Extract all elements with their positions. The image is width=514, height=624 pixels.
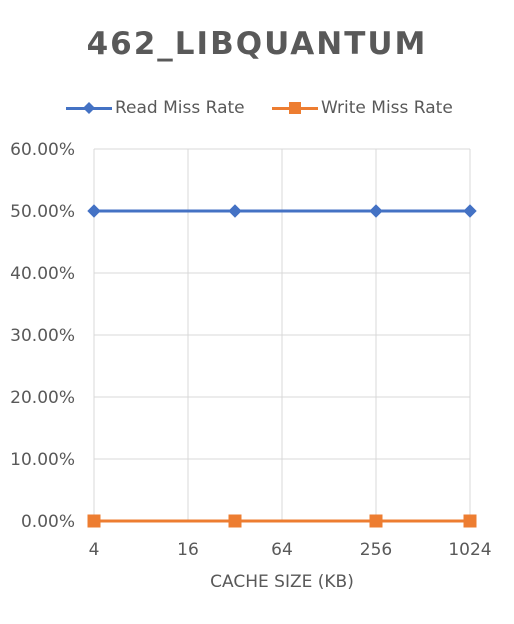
square-marker-icon — [289, 102, 301, 114]
y-tick-label: 0.00% — [21, 512, 75, 532]
x-tick-label: 1024 — [448, 540, 491, 560]
legend: Read Miss Rate Write Miss Rate — [0, 96, 514, 120]
y-tick-label: 50.00% — [10, 202, 75, 222]
data-point-square — [369, 514, 383, 528]
y-tick-label: 20.00% — [10, 388, 75, 408]
x-tick-label: 4 — [89, 540, 100, 560]
legend-swatch-write — [272, 96, 318, 120]
legend-marker-read — [83, 102, 95, 114]
data-point-diamond — [228, 204, 242, 218]
legend-label-read: Read Miss Rate — [115, 98, 245, 118]
legend-swatch-read — [66, 96, 112, 120]
diamond-marker-icon — [83, 102, 95, 114]
legend-marker-write — [289, 102, 301, 114]
data-point-square — [87, 514, 101, 528]
x-tick-label: 16 — [177, 540, 199, 560]
data-point-square — [463, 514, 477, 528]
x-axis-title: CACHE SIZE (KB) — [210, 572, 354, 592]
y-tick-label: 60.00% — [10, 140, 75, 160]
y-tick-label: 40.00% — [10, 264, 75, 284]
legend-item-read: Read Miss Rate — [66, 96, 245, 120]
data-point-square — [228, 514, 242, 528]
legend-label-write: Write Miss Rate — [321, 98, 453, 118]
x-tick-label: 64 — [271, 540, 293, 560]
data-point-diamond — [87, 204, 101, 218]
legend-item-write: Write Miss Rate — [272, 96, 453, 120]
y-tick-label: 10.00% — [10, 450, 75, 470]
data-point-diamond — [463, 204, 477, 218]
chart-title: 462_LIBQUANTUM — [86, 26, 428, 62]
x-tick-label: 256 — [360, 540, 392, 560]
data-point-diamond — [369, 204, 383, 218]
y-tick-label: 30.00% — [10, 326, 75, 346]
